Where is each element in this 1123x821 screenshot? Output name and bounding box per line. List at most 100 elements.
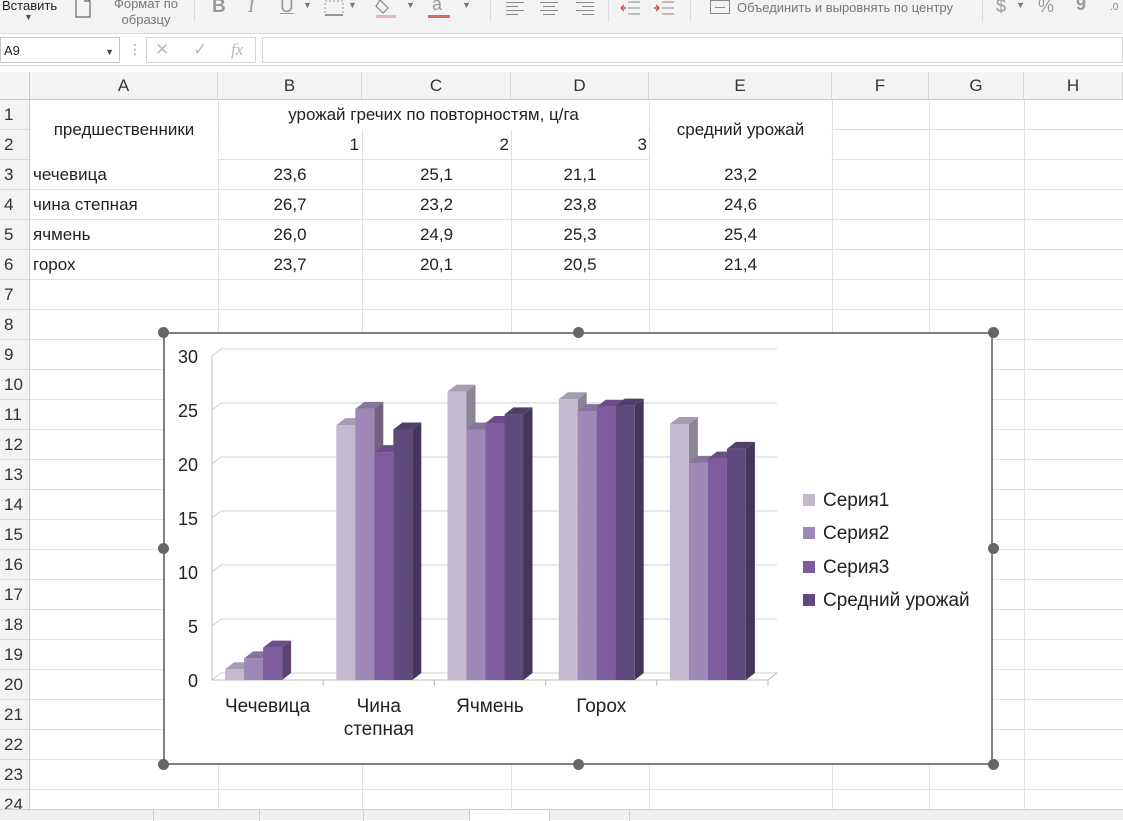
cell-yield-value[interactable]: 20,5 (563, 255, 597, 274)
decrease-indent-icon[interactable] (620, 0, 640, 16)
row-header-21[interactable]: 21 (0, 700, 30, 730)
align-right-icon[interactable] (576, 2, 594, 16)
resize-handle-bottom-left[interactable] (158, 759, 169, 770)
cell-yield-value[interactable]: 25,3 (563, 225, 597, 244)
row-header-16[interactable]: 16 (0, 550, 30, 580)
format-painter-button[interactable]: Формат по образцу (108, 0, 184, 28)
header-predecessors[interactable]: предшественники (53, 120, 195, 139)
cell-yield-value[interactable]: 23,2 (723, 165, 758, 184)
font-color-dropdown-icon[interactable]: ▼ (462, 0, 471, 10)
repeat-number-1[interactable]: 1 (349, 135, 359, 154)
column-header-g[interactable]: G (929, 72, 1024, 100)
header-yield-by-repeats[interactable]: урожай гречих по повторностям, ц/га (288, 105, 579, 124)
align-center-icon[interactable] (540, 2, 558, 16)
font-color-button[interactable]: a (432, 0, 443, 14)
resize-handle-right[interactable] (988, 543, 999, 554)
row-header-3[interactable]: 3 (0, 160, 30, 190)
cell-yield-value[interactable]: 23,8 (563, 195, 597, 214)
sheet-tab[interactable] (364, 810, 470, 821)
cell-yield-value[interactable]: 21,4 (723, 255, 758, 274)
resize-handle-bottom[interactable] (573, 759, 584, 770)
chart-object[interactable]: 0 5 10 15 20 25 30 Чечевица Чина степная Ячмень Гор… (163, 332, 993, 765)
cell-yield-value[interactable]: 24,9 (419, 225, 454, 244)
cell-predecessor-name[interactable]: ячмень (33, 225, 91, 244)
merge-center-button[interactable]: Объединить и выровнять по центру (737, 0, 953, 15)
format-painter-icon[interactable] (72, 0, 94, 20)
bold-button[interactable]: B (212, 0, 226, 17)
cell-yield-value[interactable]: 20,1 (419, 255, 454, 274)
row-header-18[interactable]: 18 (0, 610, 30, 640)
row-header-7[interactable]: 7 (0, 280, 30, 310)
row-header-22[interactable]: 22 (0, 730, 30, 760)
resize-handle-bottom-right[interactable] (988, 759, 999, 770)
increase-indent-icon[interactable] (654, 0, 674, 16)
cell-yield-value[interactable]: 21,1 (563, 165, 597, 184)
header-average-yield[interactable]: средний урожай (676, 120, 805, 139)
sheet-tab[interactable] (550, 810, 630, 821)
fill-color-dropdown-icon[interactable]: ▼ (406, 0, 415, 10)
resize-handle-top-right[interactable] (988, 327, 999, 338)
paste-dropdown-icon[interactable]: ▼ (24, 12, 33, 22)
underline-button[interactable]: U (280, 0, 294, 17)
formula-input[interactable] (262, 37, 1123, 63)
column-header-f[interactable]: F (832, 72, 929, 100)
row-header-5[interactable]: 5 (0, 220, 30, 250)
sheet-tab-active[interactable] (470, 810, 550, 821)
cell-yield-value[interactable]: 23,6 (273, 165, 307, 184)
column-header-h[interactable]: H (1024, 72, 1123, 100)
row-header-17[interactable]: 17 (0, 580, 30, 610)
row-header-4[interactable]: 4 (0, 190, 30, 220)
percent-button[interactable]: % (1038, 0, 1055, 16)
repeat-number-2[interactable]: 2 (499, 135, 509, 154)
italic-button[interactable]: I (248, 0, 255, 17)
select-all-corner[interactable] (0, 72, 30, 100)
row-header-19[interactable]: 19 (0, 640, 30, 670)
cell-yield-value[interactable]: 23,2 (419, 195, 454, 214)
row-header-1[interactable]: 1 (0, 100, 30, 130)
more-options-icon[interactable]: ⋮ (128, 41, 142, 57)
row-header-20[interactable]: 20 (0, 670, 30, 700)
fill-color-icon[interactable] (374, 0, 398, 20)
sheet-tab[interactable] (0, 810, 154, 821)
comma-style-button[interactable]: 9 (1076, 0, 1087, 14)
currency-button[interactable]: $ (996, 0, 1007, 16)
row-header-23[interactable]: 23 (0, 760, 30, 790)
row-header-6[interactable]: 6 (0, 250, 30, 280)
cancel-icon[interactable]: ✕ (155, 40, 170, 59)
name-box[interactable]: A9 ▼ (0, 37, 120, 63)
sheet-tab[interactable] (154, 810, 260, 821)
increase-decimal-icon[interactable]: .0 (1110, 2, 1119, 13)
cell-yield-value[interactable]: 25,4 (723, 225, 758, 244)
name-box-dropdown-icon[interactable]: ▼ (105, 47, 114, 57)
align-left-icon[interactable] (506, 2, 524, 16)
row-header-8[interactable]: 8 (0, 310, 30, 340)
cell-yield-value[interactable]: 24,6 (723, 195, 758, 214)
currency-dropdown-icon[interactable]: ▼ (1016, 0, 1025, 10)
row-header-2[interactable]: 2 (0, 130, 30, 160)
borders-icon[interactable] (324, 0, 344, 16)
enter-icon[interactable]: ✓ (193, 40, 208, 59)
row-header-15[interactable]: 15 (0, 520, 30, 550)
row-header-13[interactable]: 13 (0, 460, 30, 490)
column-header-b[interactable]: B (218, 72, 362, 100)
cell-yield-value[interactable]: 23,7 (273, 255, 307, 274)
cell-yield-value[interactable]: 26,7 (273, 195, 307, 214)
row-header-14[interactable]: 14 (0, 490, 30, 520)
column-header-d[interactable]: D (511, 72, 649, 100)
resize-handle-top[interactable] (573, 327, 584, 338)
fx-icon[interactable]: fx (231, 40, 244, 59)
merge-center-icon[interactable] (710, 0, 730, 14)
row-header-9[interactable]: 9 (0, 340, 30, 370)
repeat-number-3[interactable]: 3 (637, 135, 647, 154)
borders-dropdown-icon[interactable]: ▼ (348, 0, 357, 10)
column-header-e[interactable]: E (649, 72, 832, 100)
column-header-c[interactable]: C (362, 72, 511, 100)
resize-handle-top-left[interactable] (158, 327, 169, 338)
cell-predecessor-name[interactable]: чечевица (33, 165, 107, 184)
resize-handle-left[interactable] (158, 543, 169, 554)
row-header-11[interactable]: 11 (0, 400, 30, 430)
underline-dropdown-icon[interactable]: ▼ (303, 0, 312, 10)
cell-predecessor-name[interactable]: горох (33, 255, 76, 274)
column-header-a[interactable]: A (30, 72, 218, 100)
cell-predecessor-name[interactable]: чина степная (33, 195, 138, 214)
